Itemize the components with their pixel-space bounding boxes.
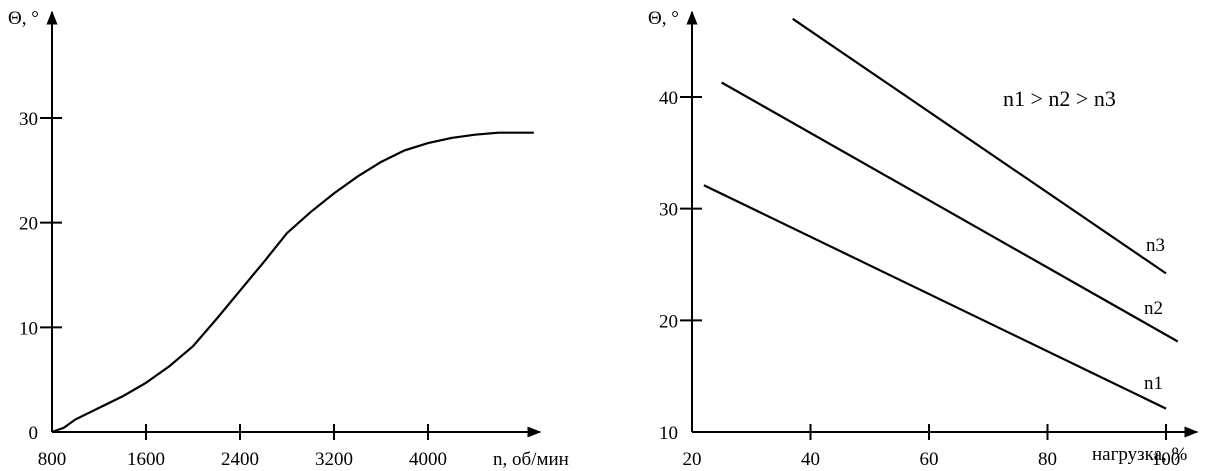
series-label-n1: n1 bbox=[1144, 373, 1163, 394]
series-line bbox=[51, 131, 534, 434]
x-tick-label: 40 bbox=[801, 449, 820, 470]
left-y-ticks: 0 10 20 30 bbox=[19, 109, 62, 444]
x-tick-label: 20 bbox=[683, 449, 702, 470]
y-tick-label: 20 bbox=[19, 214, 38, 235]
x-tick-label: 2400 bbox=[221, 449, 259, 470]
speed-order-annotation: n1 > n2 > n3 bbox=[1003, 86, 1116, 111]
left-x-ticks: 800 1600 2400 3200 4000 bbox=[38, 424, 447, 470]
right-x-ticks: 20 40 60 80 100 bbox=[683, 424, 1181, 470]
y-tick-label: 30 bbox=[19, 109, 38, 130]
series-line-n1 bbox=[703, 184, 1167, 410]
y-tick-label: 30 bbox=[659, 200, 678, 221]
x-tick-label: 1600 bbox=[127, 449, 165, 470]
right-series: n1 n2 n3 bbox=[703, 17, 1179, 410]
right-y-ticks: 10 20 30 40 bbox=[659, 88, 702, 444]
left-x-axis-label: n, об/мин bbox=[493, 449, 569, 470]
right-x-axis-label: нагрузка, % bbox=[1092, 444, 1188, 465]
y-tick-label: 40 bbox=[659, 88, 678, 109]
x-tick-label: 3200 bbox=[315, 449, 353, 470]
left-y-axis-label: Θ, ° bbox=[8, 8, 39, 29]
right-chart: Θ, ° нагрузка, % n1 > n2 > n3 20 40 60 80 10… bbox=[648, 8, 1199, 470]
x-tick-label: 800 bbox=[38, 449, 67, 470]
x-tick-label: 60 bbox=[920, 449, 939, 470]
series-label-n3: n3 bbox=[1146, 235, 1165, 256]
x-tick-label: 100 bbox=[1152, 449, 1181, 470]
y-tick-label: 10 bbox=[19, 318, 38, 339]
series-line-n3 bbox=[792, 17, 1167, 275]
x-tick-label: 4000 bbox=[409, 449, 447, 470]
x-tick-label: 80 bbox=[1038, 449, 1057, 470]
y-tick-label: 10 bbox=[659, 423, 678, 444]
y-tick-label: 20 bbox=[659, 311, 678, 332]
left-chart: Θ, ° n, об/мин 800 1600 2400 3200 4000 0 10 20… bbox=[8, 8, 569, 470]
left-series bbox=[51, 131, 534, 434]
y-tick-label: 0 bbox=[29, 423, 39, 444]
right-y-axis-label: Θ, ° bbox=[648, 8, 679, 29]
series-label-n2: n2 bbox=[1144, 298, 1163, 319]
series-line-n2 bbox=[721, 81, 1179, 343]
